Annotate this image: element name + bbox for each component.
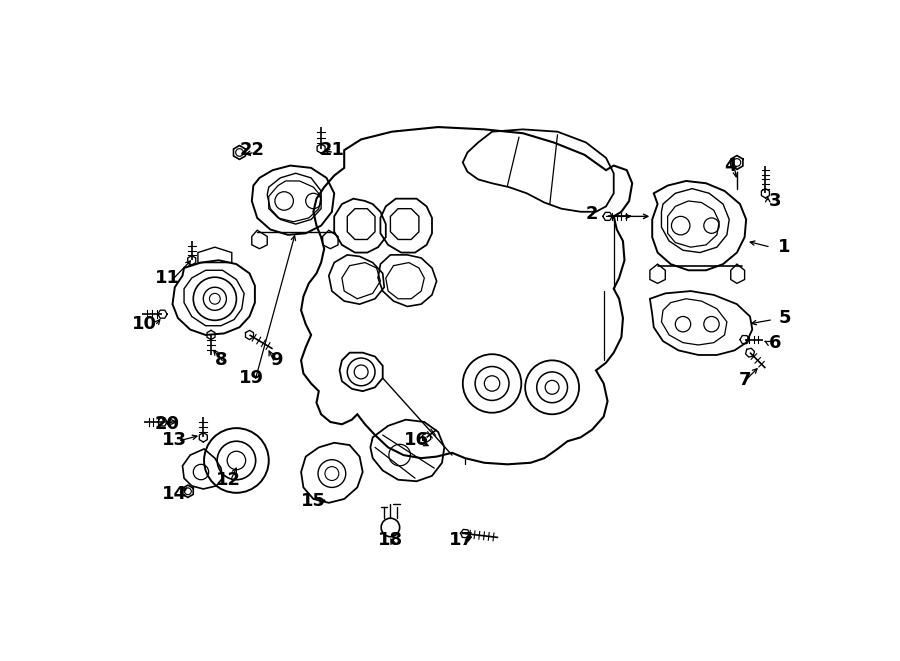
Text: 17: 17 (449, 531, 473, 549)
Text: 20: 20 (155, 415, 180, 433)
Text: 4: 4 (724, 157, 737, 175)
Text: 18: 18 (378, 531, 403, 549)
Text: 14: 14 (162, 485, 187, 502)
Text: 21: 21 (320, 141, 345, 159)
Text: 12: 12 (216, 471, 241, 488)
Text: 22: 22 (239, 141, 265, 159)
Text: 3: 3 (770, 192, 782, 210)
Text: 6: 6 (770, 334, 782, 352)
Text: 13: 13 (162, 431, 187, 449)
Text: 10: 10 (131, 315, 157, 333)
Text: 15: 15 (301, 492, 326, 510)
Text: 5: 5 (778, 309, 791, 327)
Text: 7: 7 (738, 371, 751, 389)
Text: 19: 19 (239, 369, 265, 387)
Text: 2: 2 (586, 205, 598, 223)
Text: 9: 9 (270, 352, 283, 369)
Text: 16: 16 (404, 431, 429, 449)
Text: 8: 8 (215, 352, 228, 369)
Text: 1: 1 (778, 238, 791, 256)
Text: 11: 11 (155, 269, 180, 287)
